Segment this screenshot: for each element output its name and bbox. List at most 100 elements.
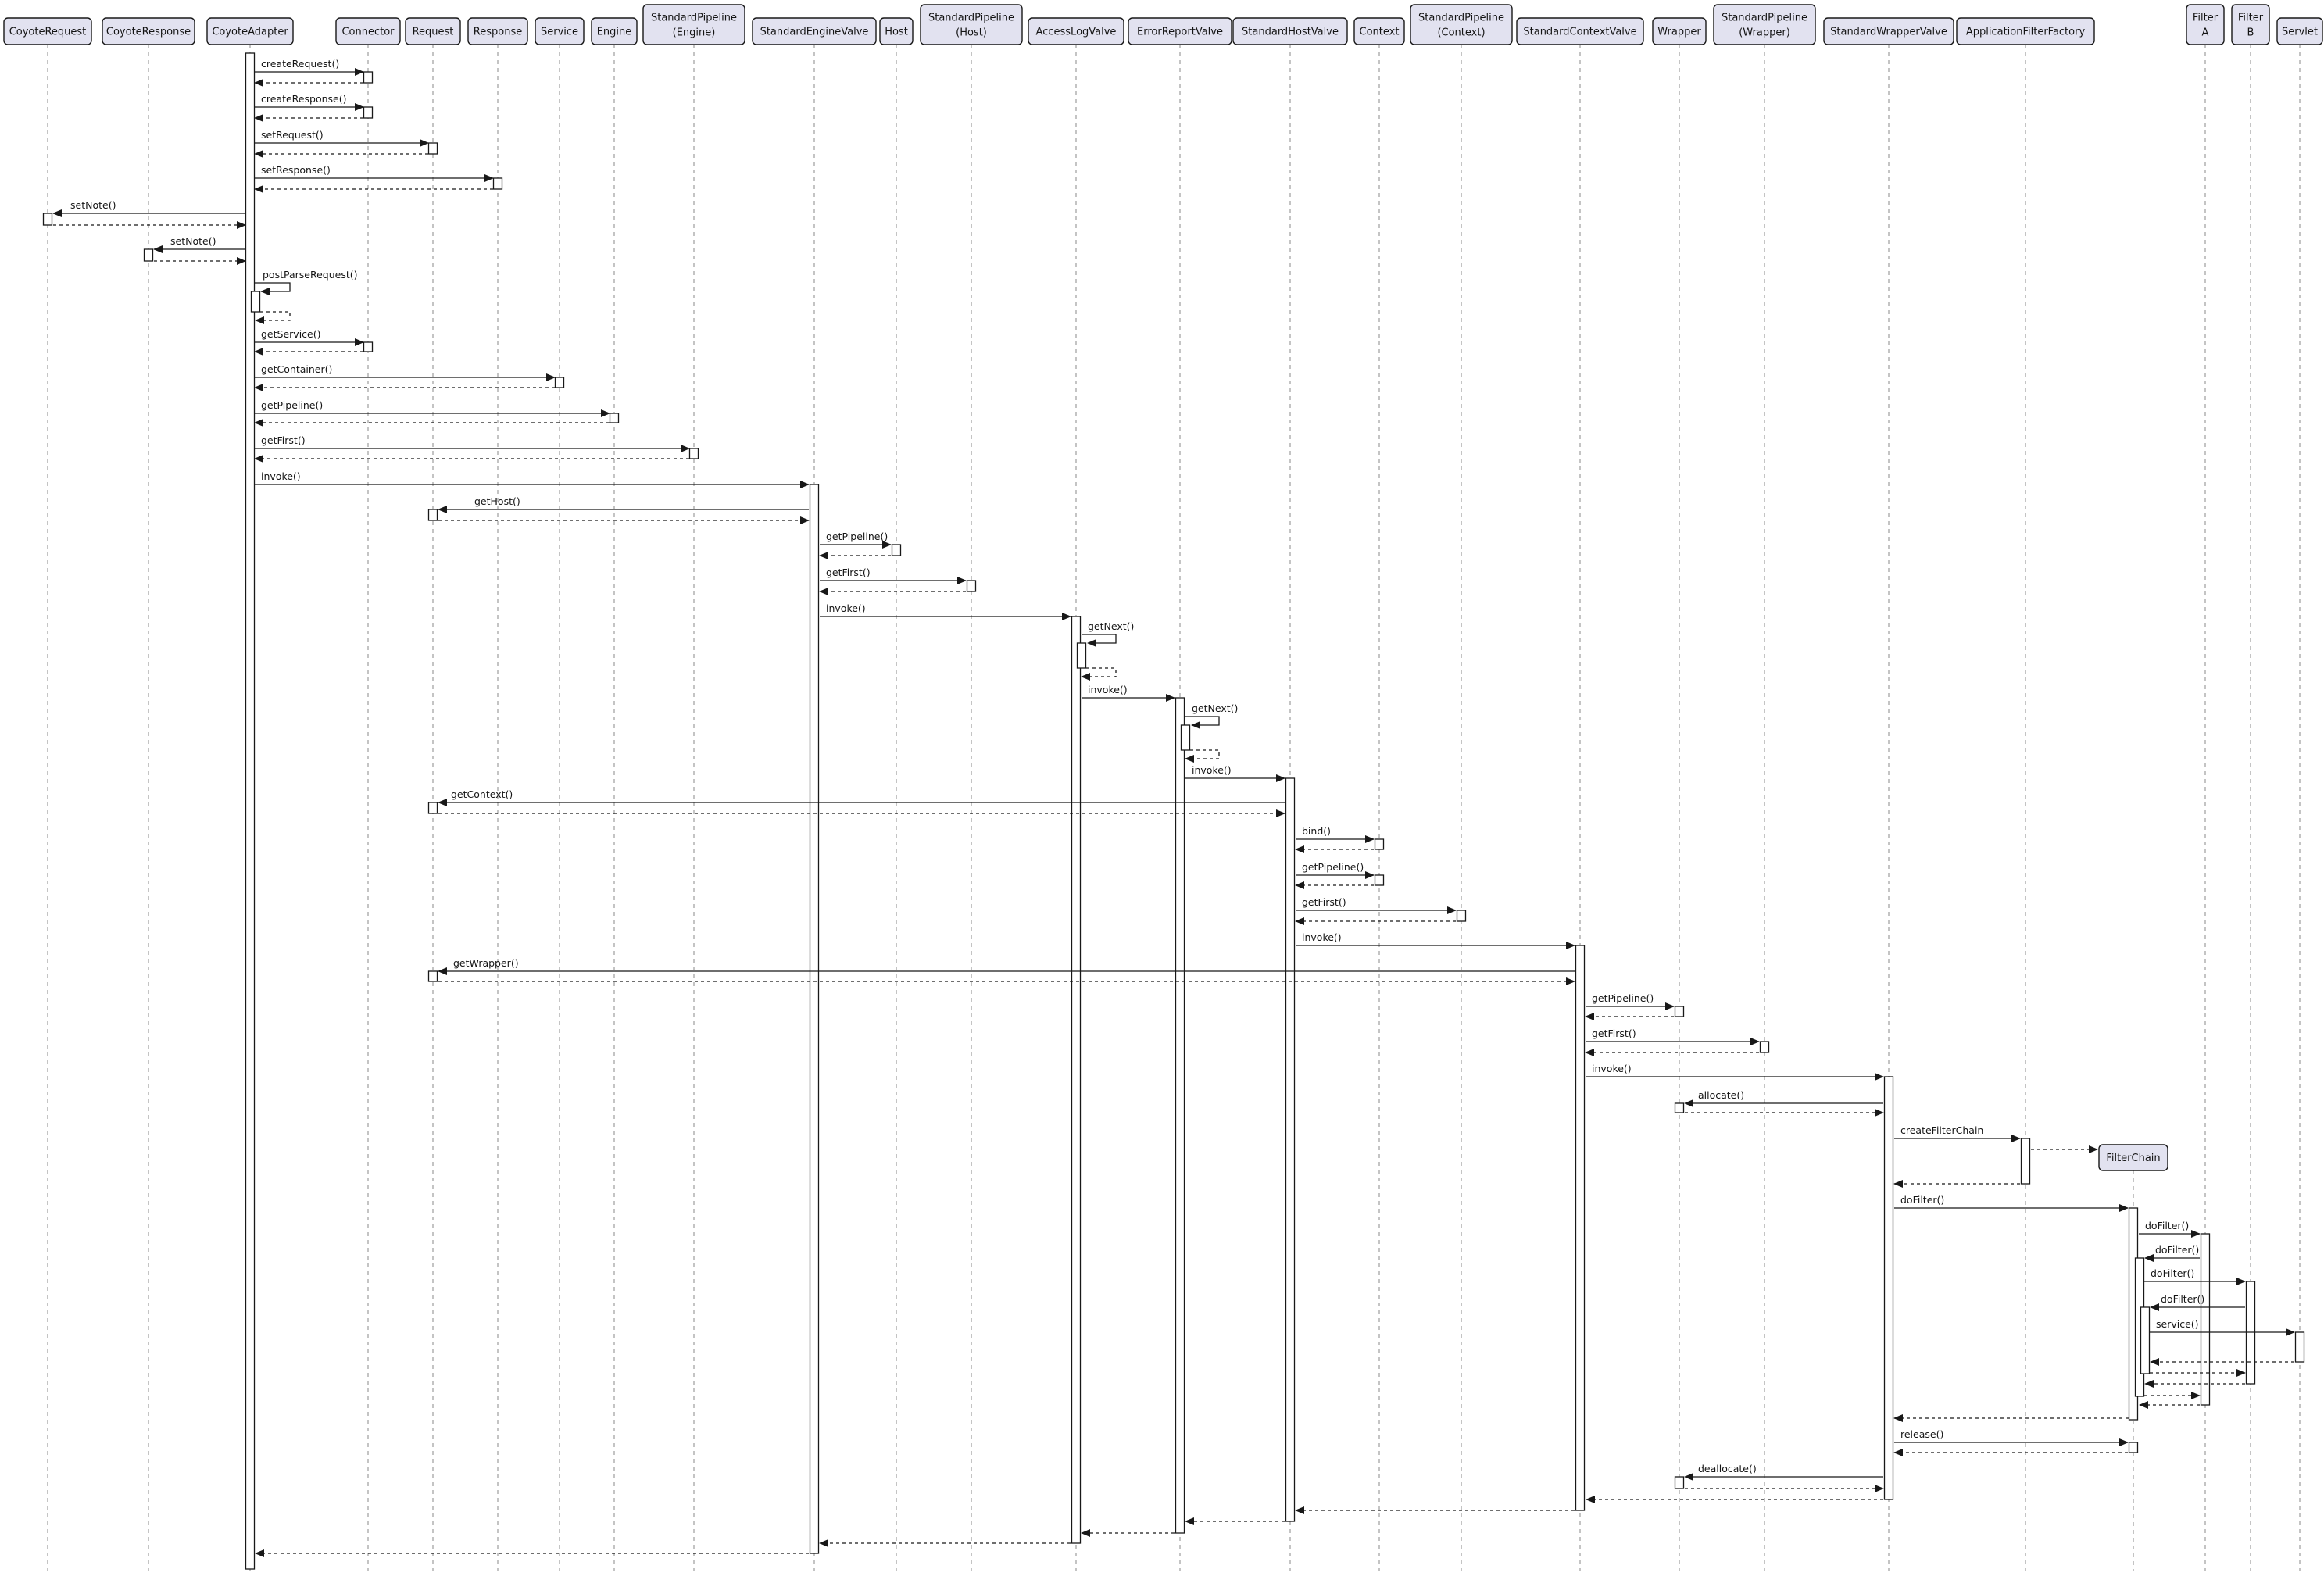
activation-bar-connector [363, 341, 374, 352]
message-label-bind: bind() [1302, 825, 1331, 837]
activation-bar-request [427, 802, 438, 814]
participant-box-filter-a [2186, 4, 2225, 45]
participant-label-access-log-valve: AccessLogValve [1036, 27, 1117, 38]
activation-bar-connector [363, 71, 374, 84]
participant-label-response: Response [474, 27, 522, 38]
participant-label-standard-pipeline-context: StandardPipeline (Context) [1418, 13, 1504, 39]
participant-box-standard-host-valve [1232, 17, 1348, 45]
participant-box-error-report-valve [1128, 17, 1232, 45]
message-label-setNote: setNote() [70, 199, 116, 211]
participant-label-standard-pipeline-wrapper: StandardPipeline (Wrapper) [1722, 13, 1807, 39]
participant-label-host: Host [885, 27, 908, 38]
participant-box-standard-pipeline-context [1410, 4, 1513, 45]
activation-bar-coyote-adapter [250, 291, 261, 313]
participant-label-standard-context-valve: StandardContextValve [1523, 27, 1636, 38]
message-label-postParseRequest: postParseRequest() [263, 269, 358, 281]
activation-bar-error-report-valve [1180, 724, 1191, 751]
message-label-invoke: invoke() [1592, 1063, 1632, 1074]
participant-label-wrapper: Wrapper [1657, 27, 1701, 38]
activation-bar-filter-chain [2128, 1442, 2139, 1453]
activation-bar-response [492, 177, 503, 190]
activation-bar-access-log-valve [1071, 616, 1082, 1544]
self-call-arrow-getNext [1082, 634, 1117, 647]
message-label-getFirst: getFirst() [826, 566, 871, 578]
participant-box-context [1353, 17, 1405, 45]
activation-bar-request [427, 509, 438, 521]
participant-box-service [535, 17, 585, 45]
participant-label-filter-a: Filter A [2193, 13, 2219, 39]
participant-label-service: Service [541, 27, 578, 38]
participants-layer: CoyoteRequest CoyoteResponse CoyoteAdapter… [3, 4, 2323, 1171]
activation-bar-standard-engine-valve [809, 484, 820, 1554]
participant-label-filter-b: Filter B [2238, 13, 2264, 39]
message-label-deallocate: deallocate() [1698, 1463, 1757, 1474]
message-label-release: release() [1900, 1428, 1943, 1440]
activation-bar-standard-wrapper-valve [1883, 1076, 1894, 1500]
activation-bar-request [427, 970, 438, 982]
activation-bar-access-log-valve [1076, 642, 1087, 669]
message-label-getPipeline: getPipeline() [1302, 861, 1364, 873]
participant-box-engine [591, 17, 638, 45]
participant-label-application-filter-factory: ApplicationFilterFactory [1966, 27, 2086, 38]
participant-box-wrapper [1652, 17, 1707, 45]
message-label-allocate: allocate() [1698, 1089, 1744, 1101]
message-label-getNext: getNext() [1192, 702, 1238, 714]
message-label-setRequest: setRequest() [261, 129, 324, 141]
message-label-invoke: invoke() [1302, 931, 1342, 943]
participant-label-standard-pipeline-host: StandardPipeline (Host) [928, 13, 1014, 39]
message-label-doFilter: doFilter() [2161, 1293, 2204, 1305]
activation-bar-standard-host-valve [1285, 777, 1296, 1522]
message-label-service: service() [2156, 1318, 2199, 1330]
participant-box-standard-pipeline-engine [642, 4, 745, 45]
participant-label-coyote-response: CoyoteResponse [106, 27, 191, 38]
created-object-box-filter-chain [2098, 1144, 2168, 1171]
self-call-arrow-getNext [1185, 716, 1220, 729]
message-label-invoke: invoke() [1088, 684, 1128, 695]
participant-label-standard-pipeline-engine: StandardPipeline (Engine) [651, 13, 737, 39]
activation-bar-application-filter-factory [2020, 1138, 2031, 1185]
activation-bar-error-report-valve [1175, 697, 1185, 1534]
participant-label-engine: Engine [597, 27, 632, 38]
message-label-setResponse: setResponse() [261, 164, 331, 176]
activation-bar-filter-a [2200, 1233, 2211, 1406]
participant-box-connector [335, 17, 401, 45]
participant-box-host [879, 17, 914, 45]
message-label-invoke: invoke() [261, 470, 301, 482]
participant-box-request [405, 17, 461, 45]
activation-bar-coyote-adapter [245, 52, 256, 1570]
participant-box-standard-wrapper-valve [1823, 17, 1954, 45]
participant-box-coyote-adapter [206, 17, 294, 45]
message-label-getFirst: getFirst() [261, 434, 306, 446]
lifelines-layer [47, 45, 2301, 1571]
participant-box-standard-pipeline-host [920, 4, 1023, 45]
message-label-createFilterChain: createFilterChain [1900, 1124, 1983, 1136]
message-label-doFilter: doFilter() [2151, 1267, 2194, 1279]
participant-label-error-report-valve: ErrorReportValve [1137, 27, 1223, 38]
activation-bar-host [891, 544, 902, 556]
participant-label-context: Context [1360, 27, 1400, 38]
participant-box-servlet [2276, 17, 2323, 45]
participant-box-coyote-response [102, 17, 195, 45]
activation-bar-coyote-response [143, 248, 154, 262]
participant-box-response [467, 17, 528, 45]
participant-label-standard-wrapper-valve: StandardWrapperValve [1830, 27, 1947, 38]
participant-label-standard-engine-valve: StandardEngineValve [760, 27, 869, 38]
message-label-getPipeline: getPipeline() [826, 531, 888, 542]
message-label-getContainer: getContainer() [261, 363, 332, 375]
self-call-arrow-postParseRequest [255, 282, 291, 295]
message-label-doFilter: doFilter() [2155, 1244, 2199, 1256]
message-label-createRequest: createRequest() [261, 58, 339, 70]
activation-bar-standard-pipeline-engine [688, 448, 699, 459]
created-object-label-filter-chain: FilterChain [2106, 1153, 2160, 1164]
activation-bar-service [554, 377, 565, 388]
message-label-getService: getService() [261, 328, 320, 340]
activations-layer [42, 52, 2305, 1570]
activation-bar-filter-chain [2140, 1306, 2151, 1374]
message-label-invoke: invoke() [1192, 764, 1232, 776]
activation-bar-context [1374, 838, 1385, 850]
activation-bar-coyote-request [42, 213, 53, 226]
message-label-getHost: getHost() [474, 495, 520, 507]
activation-bar-connector [363, 106, 374, 119]
